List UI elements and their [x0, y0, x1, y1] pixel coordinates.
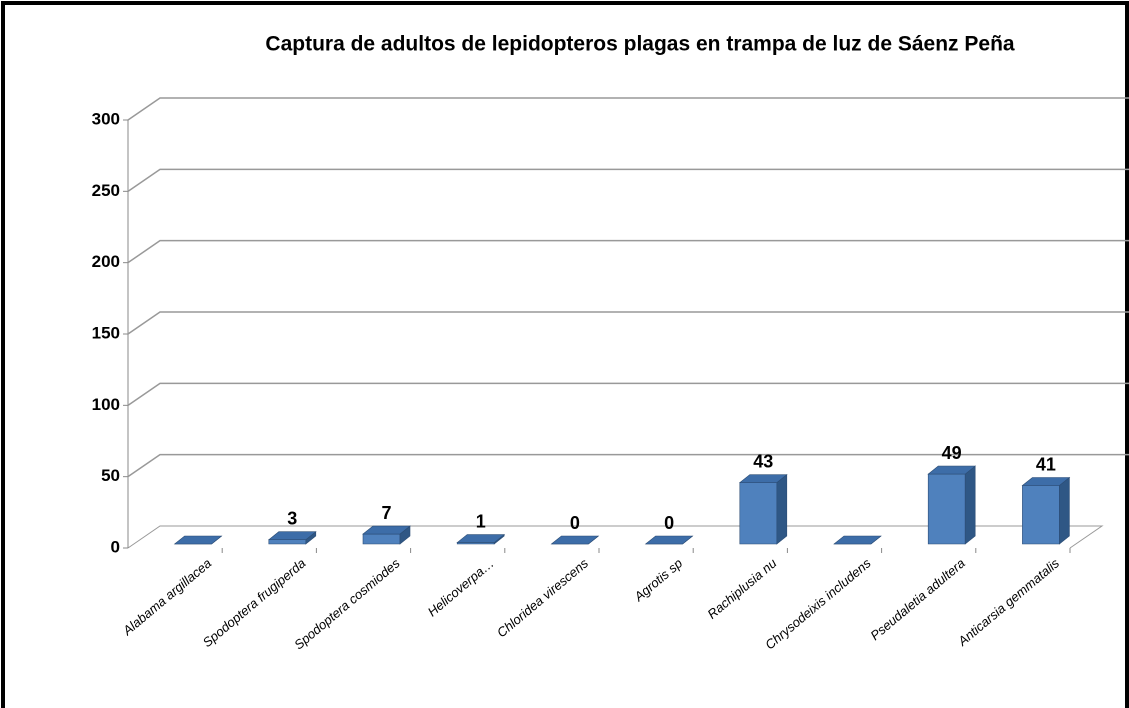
bar-side [776, 474, 788, 545]
bar-top [362, 525, 411, 535]
bar-side [964, 465, 976, 545]
bar-top [833, 535, 882, 545]
value-label: 0 [664, 513, 674, 533]
bar [833, 535, 882, 545]
grid-line [127, 168, 1129, 192]
chart-title: Captura de adultos de lepidopteros plaga… [265, 33, 1014, 56]
x-tick-label: Helicoverpa… [425, 555, 497, 619]
x-tick-label: Alabama argillacea [119, 555, 214, 638]
bar [267, 531, 317, 545]
x-tick-label: Spodoptera frugiperda [200, 555, 309, 650]
bar-top [456, 534, 506, 543]
value-label: 49 [942, 443, 962, 463]
bar-front [1022, 485, 1060, 545]
bar-front [362, 533, 401, 545]
x-tick-label: Pseudaletia adultera [867, 555, 967, 643]
x-tick-label: Chloridea virescens [494, 555, 591, 640]
value-label: 41 [1036, 454, 1056, 474]
value-label: 0 [570, 513, 580, 533]
value-label: 7 [381, 503, 391, 523]
y-tick-label: 0 [111, 537, 120, 556]
bar-top [550, 535, 600, 545]
bar-front [739, 482, 778, 545]
bar-top [644, 535, 694, 545]
bar-front [268, 539, 307, 545]
bar [550, 535, 600, 545]
grid-line [127, 97, 1129, 121]
x-tick-label: Agrotis sp [631, 555, 686, 604]
value-label: 43 [753, 451, 773, 471]
y-tick-label: 250 [92, 181, 120, 200]
y-tick-label: 100 [92, 395, 120, 414]
bar-top [927, 465, 977, 475]
x-tick-label: Anticarsia gemmatalis [954, 555, 1062, 649]
value-label: 3 [287, 508, 297, 528]
grid-line [127, 453, 1129, 478]
y-tick-label: 150 [92, 323, 120, 342]
grid-line [127, 239, 1129, 264]
bar [927, 465, 977, 545]
grid-line [127, 311, 1129, 335]
bar [173, 535, 223, 545]
bar-top [738, 474, 788, 483]
bar [1021, 476, 1071, 545]
x-tick-label: Rachiplusia nu [704, 555, 779, 621]
y-tick-label: 50 [101, 466, 120, 485]
bar [456, 533, 506, 545]
bar [738, 474, 788, 545]
y-tick-label: 300 [92, 109, 120, 128]
grid-line [127, 382, 1129, 406]
value-label: 1 [476, 511, 486, 531]
bar-side [1059, 476, 1070, 545]
floor [127, 525, 1104, 549]
bar [362, 525, 411, 545]
bar-top [267, 531, 317, 541]
y-tick-label: 200 [92, 252, 120, 271]
x-tick-label: Chrysodeixis includens [762, 555, 874, 652]
bar [644, 535, 694, 545]
x-tick-label: Spodoptera cosmiodes [291, 555, 403, 652]
bar-top [173, 535, 223, 545]
bar-top [1021, 477, 1071, 486]
bar-front [927, 473, 966, 545]
